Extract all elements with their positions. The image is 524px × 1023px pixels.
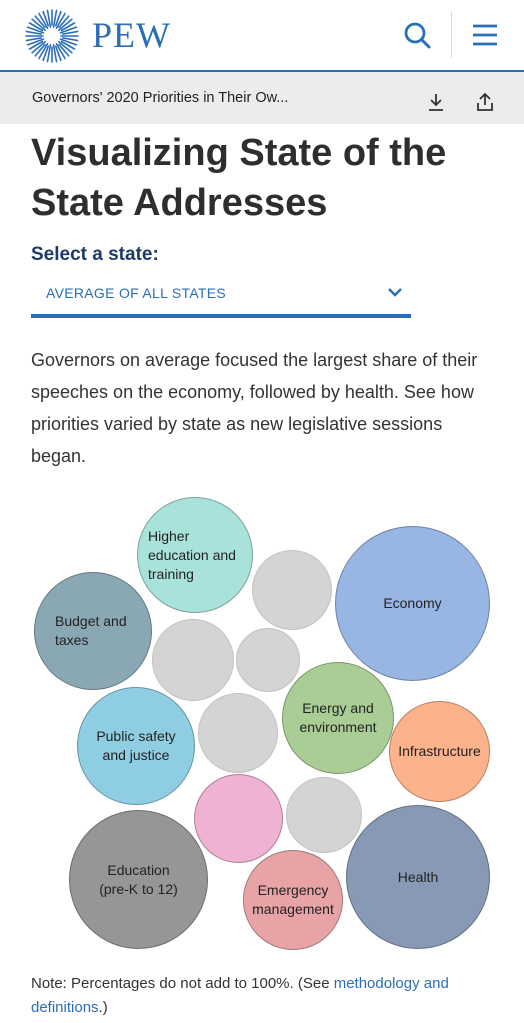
bubble-unlabeled-8[interactable] — [198, 693, 278, 773]
bubble-economy[interactable]: Economy — [335, 526, 490, 681]
chevron-down-icon[interactable] — [385, 282, 405, 302]
footnote-prefix: Note: Percentages do not add to 100%. (S… — [31, 975, 334, 992]
bubble-label: Emergency management — [252, 881, 334, 919]
bubble-label-line: management — [252, 901, 334, 917]
bubble-unlabeled-1[interactable] — [252, 550, 332, 630]
bubble-label-line: and justice — [102, 747, 170, 763]
bubble-label-line: (pre-K to 12) — [99, 880, 178, 897]
select-underline — [31, 314, 411, 318]
header-divider — [451, 12, 452, 58]
breadcrumb-title[interactable]: Governors' 2020 Priorities in Their Ow..… — [32, 90, 289, 106]
page-title: Visualizing State of the State Addresses — [31, 132, 447, 224]
bubble-energy-and-environment[interactable]: Energy and environment — [282, 662, 394, 774]
bubble-unlabeled-5[interactable] — [236, 628, 300, 692]
bubble-label-line: Emergency — [257, 882, 329, 898]
bubble-label-line: Budget and — [55, 613, 127, 629]
select-state-label: Select a state: — [31, 244, 159, 265]
logo-text[interactable]: PEW — [92, 15, 171, 55]
bubble-unlabeled-10[interactable] — [194, 774, 283, 863]
header-rule — [0, 70, 524, 72]
bubble-label-line: Energy and — [302, 700, 374, 716]
bubble-label: Public safety and justice — [96, 727, 175, 765]
bubble-label-line: Economy — [383, 595, 442, 611]
bubble-emergency-management[interactable]: Emergency management — [243, 850, 343, 950]
bubble-label-line: Public safety — [96, 728, 176, 744]
bubble-infrastructure[interactable]: Infrastructure — [389, 701, 490, 802]
priority-bubble-chart: Higher education and training Economy Budget… — [0, 490, 524, 960]
bubble-label: Health — [398, 868, 438, 887]
bubble-education-pre-k-to-12[interactable]: Education (pre-K to 12) — [69, 810, 208, 949]
bubble-label-line: taxes — [55, 632, 89, 648]
bubble-label: Infrastructure — [398, 742, 480, 761]
site-header: PEW — [0, 0, 524, 70]
bubble-label-line: training — [148, 565, 194, 582]
bubble-unlabeled-11[interactable] — [286, 777, 362, 853]
bubble-health[interactable]: Health — [346, 805, 490, 949]
bubble-label: Education (pre-K to 12) — [99, 861, 178, 899]
bubble-budget-and-taxes[interactable]: Budget and taxes — [34, 572, 152, 690]
hamburger-menu-icon[interactable] — [466, 18, 504, 54]
bubble-label: Economy — [383, 594, 441, 613]
bubble-label-line: Health — [397, 868, 439, 885]
pew-sunburst-logo-icon[interactable] — [24, 8, 80, 64]
download-icon[interactable] — [424, 90, 448, 114]
footnote: Note: Percentages do not add to 100%. (S… — [31, 972, 501, 1020]
bubble-label-line: Infrastructure — [398, 743, 481, 759]
search-icon[interactable] — [400, 18, 436, 54]
bubble-unlabeled-4[interactable] — [152, 619, 234, 701]
intro-paragraph: Governors on average focused the largest… — [31, 350, 478, 466]
bubble-label: Higher education and training — [148, 527, 236, 584]
methodology-link[interactable]: methodology and definitions — [31, 975, 449, 1016]
bubble-label: Energy and environment — [299, 699, 376, 737]
bubble-higher-education-and-training[interactable]: Higher education and training — [137, 497, 253, 613]
bubble-label-line: Higher — [148, 527, 190, 544]
bubble-public-safety-and-justice[interactable]: Public safety and justice — [77, 687, 195, 805]
state-select-dropdown[interactable]: AVERAGE OF ALL STATES — [31, 276, 411, 318]
bubble-label-line: Education — [107, 861, 170, 878]
bubble-label-line: environment — [299, 719, 377, 735]
share-icon[interactable] — [473, 90, 497, 114]
state-select-value[interactable]: AVERAGE OF ALL STATES — [46, 285, 227, 301]
footnote-suffix: .) — [98, 999, 108, 1016]
bubble-label-line: education and — [148, 546, 236, 563]
bubble-label: Budget and taxes — [55, 612, 127, 650]
